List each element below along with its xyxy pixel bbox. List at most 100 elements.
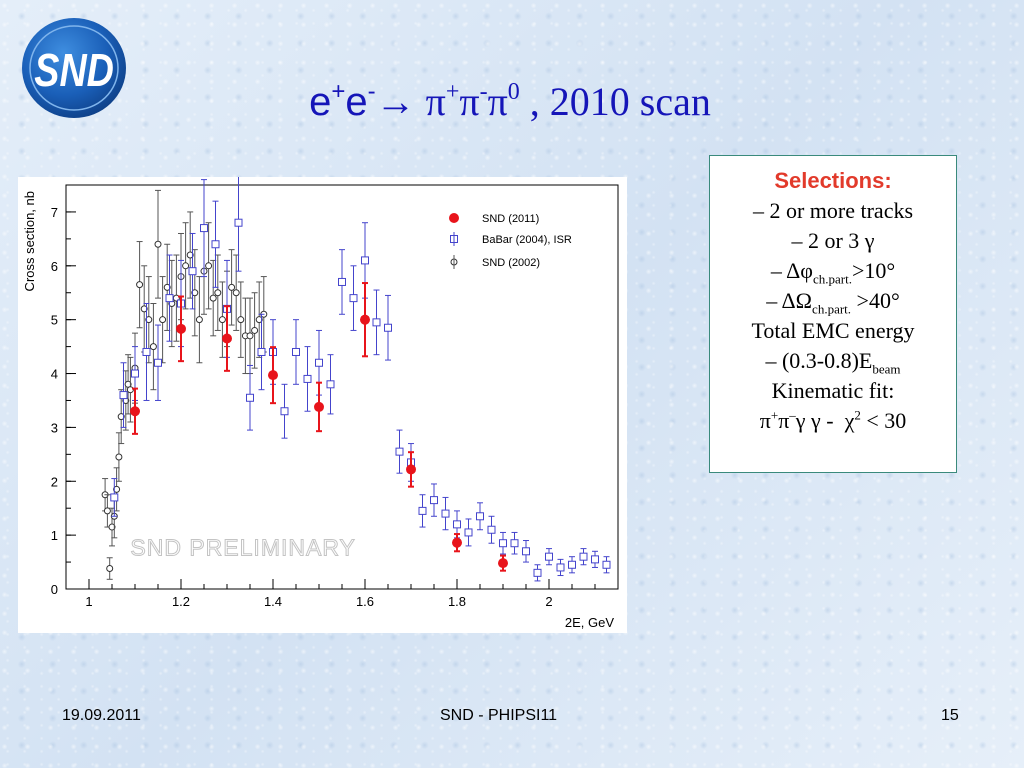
data-point [113,485,121,493]
data-point [522,547,530,556]
data-point [163,283,171,291]
x-tick-label: 1.2 [172,594,190,609]
data-point [237,316,245,324]
legend-label: BaBar (2004), ISR [482,234,572,246]
x-tick-label: 1.8 [448,594,466,609]
selection-line: – ΔΩch.part. >40° [766,288,900,317]
data-point [154,358,162,367]
data-point [130,406,140,417]
data-point [406,464,416,475]
data-point [464,528,473,537]
selection-line: Total EMC energy [751,318,915,343]
data-point [145,316,153,324]
data-point [430,496,438,505]
selection-line: Kinematic fit: [771,378,895,403]
selection-line: – 2 or 3 γ [791,228,875,253]
y-tick-label: 2 [51,474,58,489]
data-point [268,370,278,381]
footer-date: 19.09.2011 [62,707,141,724]
data-point [510,539,519,548]
data-point [602,560,611,569]
data-point [218,316,226,324]
data-point [188,267,197,276]
data-point [314,401,324,412]
footer-center: SND - PHIPSI11 [440,707,558,724]
data-point [349,294,358,303]
data-point [255,316,263,324]
data-point [315,358,323,367]
chart-panel: 1 1.2 1.4 1.6 1.8 2 0 1 2 3 4 5 6 7 2E, GeV Cross secti… [18,177,627,633]
data-point [257,347,266,356]
data-point [418,506,427,515]
data-point [556,563,565,572]
y-tick-label: 3 [51,420,58,435]
series-1 [110,177,611,582]
selection-line: – 2 or more tracks [752,198,914,223]
y-tick-label: 7 [51,205,58,220]
data-point [246,393,254,402]
data-point [186,251,194,259]
y-tick-label: 6 [51,259,58,274]
data-point [191,289,199,297]
data-point [176,323,186,334]
data-point [326,380,335,389]
data-point [232,289,240,297]
x-tick-label: 1.4 [264,594,282,609]
data-point [338,277,346,286]
data-point [591,555,599,564]
data-point [476,512,484,521]
data-point [441,509,450,518]
data-point [384,323,392,332]
data-point [498,558,508,569]
data-point [200,224,208,233]
legend-label: SND (2011) [482,213,539,225]
x-tick-label: 2 [545,594,552,609]
y-tick-label: 5 [51,313,58,328]
data-point [126,386,134,394]
footer-page-number: 15 [941,707,959,724]
x-tick-label: 1.6 [356,594,374,609]
data-point [303,374,312,383]
data-point [280,407,289,416]
data-point [251,326,259,334]
data-point [131,369,139,378]
data-point [452,537,462,548]
data-point [246,332,254,340]
data-point [487,525,496,534]
data-point [149,343,157,351]
data-point [195,316,203,324]
data-point [568,560,576,569]
data-point [292,347,300,356]
data-point [106,565,114,573]
data-point [360,314,370,325]
data-point [159,316,167,324]
series-2 [101,189,268,580]
data-point [499,539,507,548]
watermark-text: SND PRELIMINARY [130,535,355,561]
y-axis-label: Cross section, nb [22,191,37,291]
data-point [361,256,369,265]
data-point [234,218,243,227]
series-0 [130,282,508,572]
legend-label: SND (2002) [482,257,540,269]
selection-line: – Δφch.part.>10° [770,258,896,287]
data-point [136,281,144,289]
data-point [103,507,111,515]
data-point [211,240,220,249]
data-point [449,213,459,223]
cross-section-chart: 1 1.2 1.4 1.6 1.8 2 0 1 2 3 4 5 6 7 2E, GeV Cross secti… [22,177,619,630]
data-point [209,294,217,302]
data-point [453,520,461,529]
data-point [119,391,128,400]
data-point [154,240,162,248]
y-tick-label: 4 [51,367,58,382]
data-point [372,318,381,327]
selections-heading: Selections: [774,168,892,193]
data-point [165,294,174,303]
selection-line: π+π–γ γ - χ2 < 30 [759,407,907,433]
slide-title: e+e-→ π+π-π0 , 2010 scan [309,78,711,124]
logo-text: SND [34,44,114,95]
data-point [108,523,116,531]
data-point [205,262,213,270]
selection-line: – (0.3-0.8)Ebeam [765,348,901,377]
